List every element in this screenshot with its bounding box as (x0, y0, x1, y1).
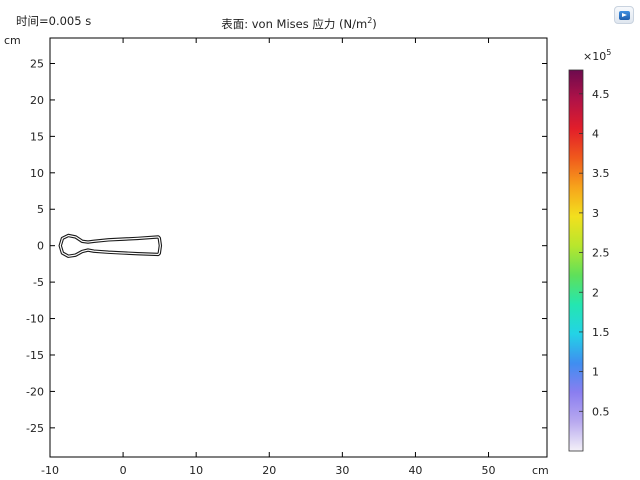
axis-ticks (49, 38, 547, 457)
colorbar-tick-label: 4 (592, 128, 599, 141)
outline-outer (58, 233, 163, 258)
colorbar-tick-label: 1 (592, 366, 599, 379)
colorbar-tick-label: 2.5 (592, 247, 610, 260)
x-tick-label: 10 (189, 464, 203, 477)
y-tick-label: -15 (26, 349, 44, 362)
y-tick-label: -20 (26, 385, 44, 398)
colorbar-tick-label: 3 (592, 207, 599, 220)
x-tick-label: 50 (482, 464, 496, 477)
y-tick-label: -25 (26, 422, 44, 435)
y-tick-label: 0 (37, 240, 44, 253)
colorbar (568, 69, 584, 452)
x-axis-unit: cm (532, 464, 549, 477)
y-tick-label: -5 (33, 276, 44, 289)
y-tick-label: 25 (30, 58, 44, 71)
y-tick-label: -10 (26, 313, 44, 326)
y-tick-label: 20 (30, 94, 44, 107)
colorbar-tick-label: 3.5 (592, 167, 610, 180)
time-label: 时间=0.005 s (16, 14, 91, 28)
x-tick-label: 30 (335, 464, 349, 477)
outline-inner (59, 234, 161, 257)
x-tick-label: 40 (408, 464, 422, 477)
axes-frame (49, 37, 548, 458)
geometry-outline (58, 233, 163, 258)
y-tick-label: 15 (30, 130, 44, 143)
y-axis-unit: cm (4, 34, 21, 47)
colorbar-tick-label: 2 (592, 286, 599, 299)
x-tick-label: 20 (262, 464, 276, 477)
y-tick-label: 10 (30, 167, 44, 180)
x-tick-label: -10 (41, 464, 59, 477)
colorbar-ticks: 4.5 4 3.5 3 2.5 2 1.5 1 0.5 (579, 88, 610, 418)
colorbar-tick-label: 1.5 (592, 326, 610, 339)
play-window-icon[interactable] (614, 6, 634, 24)
colorbar-tick-label: 0.5 (592, 405, 610, 418)
x-tick-label: 0 (120, 464, 127, 477)
colorbar-tick-label: 4.5 (592, 88, 610, 101)
colorbar-multiplier: ×105 (583, 48, 611, 63)
y-tick-label: 5 (37, 203, 44, 216)
plot-title: 表面: von Mises 应力 (N/m2) (221, 16, 377, 31)
